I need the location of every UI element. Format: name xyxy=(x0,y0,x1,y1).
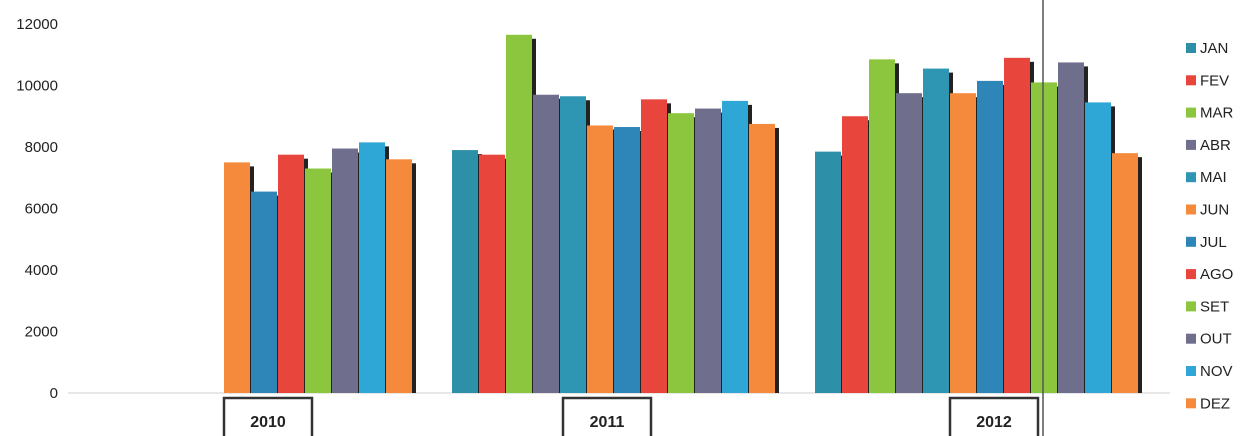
bar-jul-2011 xyxy=(614,127,640,393)
bar-mar-2011 xyxy=(506,34,532,393)
legend-label: AGO xyxy=(1200,266,1233,283)
legend-label: MAR xyxy=(1200,105,1234,122)
y-tick-label: 2000 xyxy=(25,324,58,341)
y-tick-label: 12000 xyxy=(16,16,58,33)
bar-ago-2010 xyxy=(278,154,304,393)
y-tick-label: 8000 xyxy=(25,139,58,156)
bar-dez-2012 xyxy=(1112,153,1138,393)
legend-label: JUN xyxy=(1200,202,1229,219)
legend: JAN FEV MAR ABR MAI JUN JUL AGO SET OUT NOV DEZ xyxy=(1186,40,1234,412)
bar-jun-2010 xyxy=(224,162,250,393)
legend-label: OUT xyxy=(1200,331,1232,348)
legend-swatch xyxy=(1186,75,1196,86)
x-category-label: 2011 xyxy=(590,414,625,431)
bar-dez-2011 xyxy=(749,123,775,393)
x-category-box xyxy=(561,396,653,436)
y-tick-label: 4000 xyxy=(25,262,58,279)
x-category-label: 2010 xyxy=(250,414,286,431)
bar-fev-2012 xyxy=(842,116,868,393)
legend-swatch xyxy=(1186,398,1196,409)
legend-swatch xyxy=(1186,204,1196,215)
bar-out-2011 xyxy=(695,108,721,393)
y-tick-label: 10000 xyxy=(16,78,58,95)
bar-jul-2012 xyxy=(977,80,1003,393)
bar-mai-2012 xyxy=(923,68,949,394)
bar-mai-2011 xyxy=(560,96,586,393)
bar-out-2010 xyxy=(332,148,358,393)
bar-dez-2010 xyxy=(386,159,412,393)
bar-set-2010 xyxy=(305,168,331,393)
legend-label: JAN xyxy=(1200,40,1228,57)
bar-ago-2011 xyxy=(641,99,667,394)
legend-swatch xyxy=(1186,301,1196,312)
legend-swatch xyxy=(1186,269,1196,280)
x-category-box xyxy=(948,396,1040,436)
legend-label: DEZ xyxy=(1200,395,1230,412)
bar-jan-2011 xyxy=(452,150,478,393)
legend-swatch xyxy=(1186,366,1196,376)
y-tick-label: 6000 xyxy=(25,201,58,218)
x-category-label: 2012 xyxy=(976,414,1012,431)
bars-layer xyxy=(224,0,1142,436)
legend-swatch xyxy=(1186,333,1196,344)
bar-nov-2011 xyxy=(722,100,748,393)
bar-ago-2012 xyxy=(1004,57,1030,393)
bar-out-2012 xyxy=(1058,62,1084,393)
bar-fev-2011 xyxy=(479,154,505,393)
bar-jan-2012 xyxy=(815,151,841,393)
legend-label: SET xyxy=(1200,298,1229,315)
y-tick-label: 0 xyxy=(50,385,58,402)
legend-label: ABR xyxy=(1200,137,1231,154)
x-category-box xyxy=(222,396,314,436)
bar-jul-2010 xyxy=(251,191,277,393)
x-axis: 2010 2011 2012 xyxy=(222,396,1040,436)
bar-jun-2012 xyxy=(950,93,976,393)
bar-abr-2012 xyxy=(896,93,922,393)
bar-abr-2011 xyxy=(533,94,559,393)
legend-label: NOV xyxy=(1200,363,1233,380)
legend-swatch xyxy=(1186,236,1196,247)
bar-set-2012 xyxy=(1031,82,1057,394)
legend-swatch xyxy=(1186,107,1196,118)
bar-nov-2012 xyxy=(1085,102,1111,393)
legend-swatch xyxy=(1186,172,1196,183)
legend-label: FEV xyxy=(1200,72,1229,89)
bar-jun-2011 xyxy=(587,125,613,393)
legend-label: JUL xyxy=(1200,234,1227,251)
bar-set-2011 xyxy=(668,113,694,394)
bar-nov-2010 xyxy=(359,142,385,393)
legend-swatch xyxy=(1186,139,1196,150)
bar-mar-2012 xyxy=(869,59,895,394)
legend-swatch xyxy=(1186,43,1196,53)
legend-label: MAI xyxy=(1200,169,1227,186)
